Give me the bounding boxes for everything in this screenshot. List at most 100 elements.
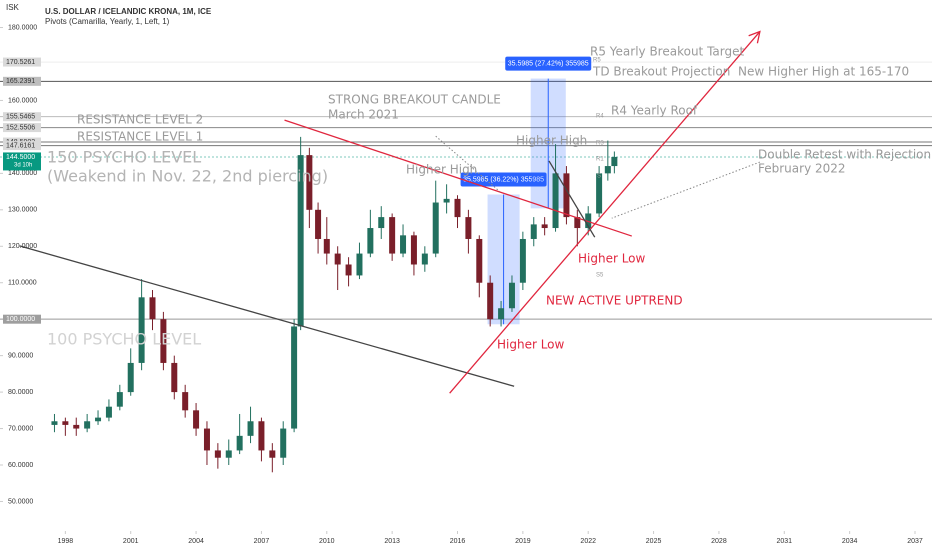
candle-body: [236, 435, 243, 451]
candle-body: [421, 253, 428, 265]
candle-body: [378, 217, 385, 229]
y-tick-label: 90.0000: [8, 352, 33, 359]
y-tick-label: 130.0000: [8, 207, 37, 214]
x-tick-label: 2028: [711, 538, 727, 545]
candle-body: [182, 392, 189, 411]
y-tick-label: 50.0000: [8, 498, 33, 505]
x-tick-label: 2004: [188, 538, 204, 545]
candle-body: [280, 428, 287, 458]
y-tick-label: 120.0000: [8, 243, 37, 250]
annotation: Double Retest with Rejection: [758, 148, 931, 162]
axis: 180.0000 160.0000 140.0000 130.0000 120.0000…: [0, 24, 923, 545]
x-tick-label: 2037: [907, 538, 923, 545]
level-badge: [3, 141, 41, 151]
level-badge: [3, 314, 41, 324]
level-badge: [3, 57, 41, 67]
level-label: 100.0000: [6, 316, 35, 323]
candle-body: [519, 238, 526, 283]
trendline: [611, 161, 761, 219]
candle-body: [127, 362, 134, 393]
annotation: 100 PSYCHO LEVEL: [47, 330, 201, 349]
marks: [19, 30, 761, 473]
level-badge: [3, 76, 41, 86]
annotation: R5 Yearly Breakout Target: [590, 45, 744, 59]
candle-body: [334, 253, 341, 265]
candle-body: [323, 238, 330, 254]
axis-unit: ISK: [6, 3, 20, 12]
candle-body: [400, 235, 407, 254]
x-tick-label: 2031: [777, 538, 793, 545]
annotation: R4 Yearly Roof: [611, 104, 698, 118]
level-badge: [3, 112, 41, 122]
candle-body: [306, 155, 313, 210]
pivot-label: R1: [596, 157, 604, 163]
y-tick-label: 180.0000: [8, 24, 37, 31]
candle-body: [487, 282, 494, 320]
annotations: R5 Yearly Breakout Target TD Breakout Pr…: [6, 3, 931, 351]
candle-body: [611, 156, 618, 167]
candle-body: [476, 238, 483, 283]
candle-body: [138, 297, 145, 363]
candle-body: [454, 198, 461, 218]
level-label: 144.5000: [6, 154, 35, 161]
y-tick-label: 60.0000: [8, 462, 33, 469]
trendline: [19, 245, 515, 387]
pivot-label: R4: [596, 114, 604, 120]
pivot-label: S5: [596, 273, 604, 279]
annotation: STRONG BREAKOUT CANDLE: [328, 93, 501, 107]
annotation: Higher High: [406, 163, 477, 177]
candle-body: [105, 406, 112, 418]
candle-body: [563, 173, 570, 218]
y-tick-label: 140.0000: [8, 170, 37, 177]
candle-body: [410, 235, 417, 265]
candle-body: [604, 166, 611, 174]
annotation: (Weakend in Nov. 22, 2nd piercing): [47, 167, 328, 186]
x-tick-label: 2013: [384, 538, 400, 545]
level-badge: [3, 152, 41, 171]
candle-body: [356, 253, 363, 276]
level-label: 155.5465: [6, 114, 35, 121]
level-label: 165.2391: [6, 78, 35, 85]
annotation: 150 PSYCHO LEVEL: [47, 148, 201, 167]
chart-title: U.S. DOLLAR / ICELANDIC KRONA, 1M, ICE: [45, 7, 212, 16]
candle-body: [465, 217, 472, 239]
candle-body: [84, 421, 91, 429]
x-tick-label: 2025: [646, 538, 662, 545]
x-tick-label: 2016: [450, 538, 466, 545]
level-badge: [3, 123, 41, 133]
annotation: RESISTANCE LEVEL 1: [77, 130, 203, 144]
candle-body: [247, 421, 254, 436]
trendline: [548, 160, 596, 238]
x-tick-label: 2007: [254, 538, 270, 545]
candle-body: [225, 450, 232, 458]
annotation: Higher Low: [578, 252, 646, 266]
candle-body: [596, 173, 603, 214]
candle-body: [62, 421, 69, 425]
countdown: 3d 10h: [14, 163, 32, 169]
candle-body: [116, 392, 123, 407]
y-tick-label: 110.0000: [8, 280, 37, 287]
annotation: NEW ACTIVE UPTREND: [546, 294, 683, 308]
candle-body: [297, 155, 304, 327]
annotation: Higher High: [516, 134, 587, 148]
candle-body: [574, 217, 581, 229]
candle-body: [443, 198, 450, 203]
y-tick-label: 80.0000: [8, 389, 33, 396]
candle-body: [552, 173, 559, 229]
annotation: March 2021: [328, 108, 399, 122]
x-tick-label: 2019: [515, 538, 531, 545]
trendline: [284, 119, 632, 237]
level-label: 170.5261: [6, 59, 35, 66]
pivot-label: S: [597, 174, 601, 180]
annotation: Higher Low: [497, 338, 565, 352]
x-tick-label: 2010: [319, 538, 335, 545]
pivot-label: R3: [596, 141, 604, 147]
trendline: [449, 31, 761, 394]
pivot-label: R5: [593, 58, 601, 64]
candle-body: [269, 450, 276, 458]
candle-body: [258, 421, 265, 451]
candle-body: [73, 424, 80, 429]
candle-body: [95, 417, 102, 422]
measure-label: 35.5985 (27.42%) 355985: [508, 60, 589, 67]
